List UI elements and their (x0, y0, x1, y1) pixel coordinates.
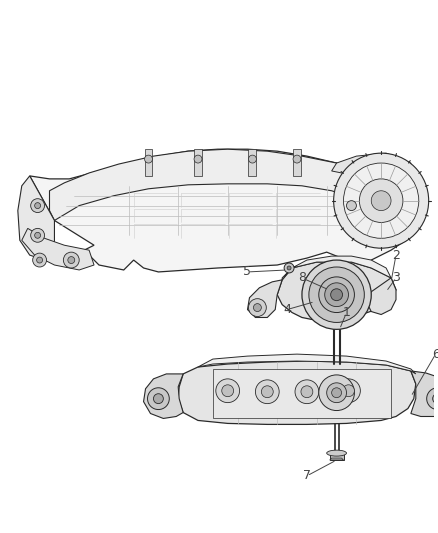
Circle shape (153, 394, 163, 403)
Circle shape (371, 191, 391, 211)
Text: 6: 6 (432, 348, 438, 361)
Circle shape (319, 375, 354, 410)
Circle shape (309, 267, 364, 322)
Circle shape (359, 179, 403, 222)
Circle shape (334, 153, 429, 248)
Polygon shape (277, 262, 396, 319)
Circle shape (194, 155, 202, 163)
Circle shape (35, 203, 41, 208)
Circle shape (248, 298, 266, 317)
Polygon shape (293, 149, 301, 176)
Circle shape (64, 252, 79, 268)
Circle shape (284, 263, 294, 273)
Circle shape (222, 385, 233, 397)
Circle shape (343, 385, 354, 397)
Circle shape (248, 155, 256, 163)
Polygon shape (30, 149, 411, 272)
Circle shape (145, 155, 152, 163)
Circle shape (433, 394, 438, 403)
Circle shape (346, 200, 357, 211)
Ellipse shape (327, 450, 346, 456)
Polygon shape (282, 256, 391, 280)
Text: 2: 2 (392, 248, 400, 262)
Polygon shape (178, 361, 416, 424)
Polygon shape (145, 149, 152, 176)
Circle shape (33, 253, 46, 267)
Polygon shape (194, 149, 202, 176)
Circle shape (216, 379, 240, 402)
Polygon shape (330, 458, 343, 460)
Circle shape (31, 228, 45, 242)
Polygon shape (49, 149, 411, 221)
Circle shape (255, 380, 279, 403)
Text: 8: 8 (298, 271, 306, 285)
Text: 3: 3 (392, 271, 400, 285)
Polygon shape (366, 278, 396, 314)
Circle shape (261, 386, 273, 398)
Polygon shape (22, 228, 94, 270)
Circle shape (31, 199, 45, 213)
Polygon shape (213, 369, 391, 418)
Circle shape (287, 266, 291, 270)
Circle shape (343, 163, 419, 238)
Circle shape (327, 383, 346, 402)
Polygon shape (411, 371, 438, 416)
Text: 4: 4 (283, 303, 291, 316)
Circle shape (302, 260, 371, 329)
Circle shape (427, 388, 438, 409)
Circle shape (148, 388, 170, 409)
Text: 1: 1 (343, 306, 350, 319)
Circle shape (37, 257, 42, 263)
Text: 7: 7 (303, 470, 311, 482)
Polygon shape (332, 153, 411, 215)
Circle shape (254, 304, 261, 312)
Circle shape (332, 388, 342, 398)
Circle shape (319, 277, 354, 312)
Polygon shape (144, 374, 183, 418)
Polygon shape (198, 354, 416, 374)
Circle shape (301, 386, 313, 398)
Polygon shape (247, 280, 282, 318)
Circle shape (325, 283, 349, 306)
Circle shape (293, 155, 301, 163)
Polygon shape (248, 149, 256, 176)
Text: 5: 5 (244, 265, 251, 278)
Circle shape (68, 256, 75, 263)
Circle shape (336, 379, 360, 402)
Polygon shape (330, 453, 343, 460)
Polygon shape (18, 176, 54, 260)
Circle shape (295, 380, 319, 403)
Circle shape (35, 232, 41, 238)
Circle shape (331, 289, 343, 301)
